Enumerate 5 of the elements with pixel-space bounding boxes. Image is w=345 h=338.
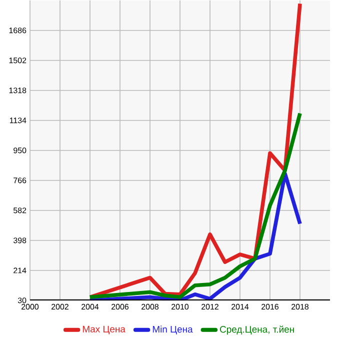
legend-label: Сред.Цена, т.йен [220,326,294,335]
legend-label: Max Цена [82,326,126,334]
line-series [88,2,302,299]
legend-label: Min Цена [152,326,193,334]
line-series [88,111,302,299]
